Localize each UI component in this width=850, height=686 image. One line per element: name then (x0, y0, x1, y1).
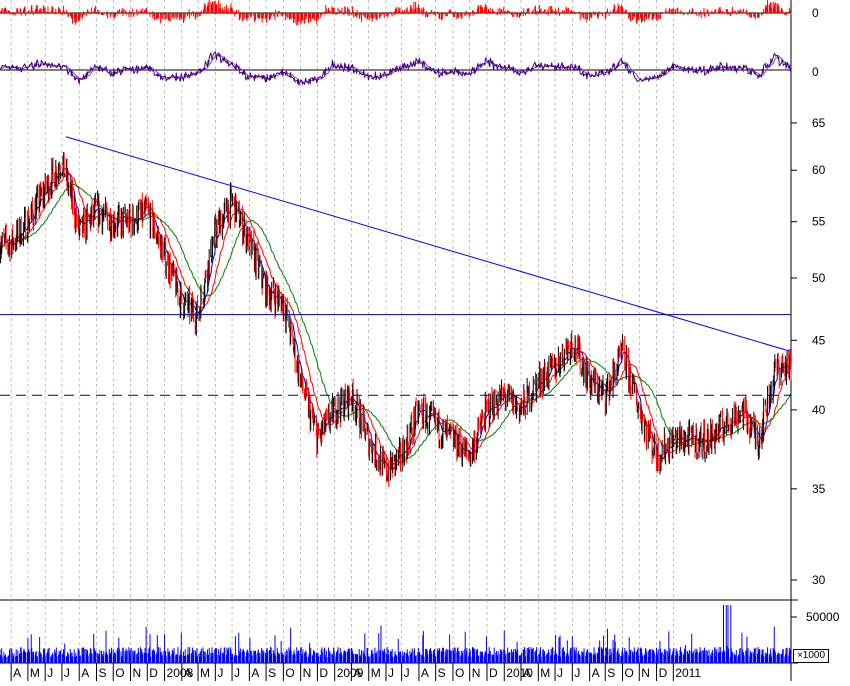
price-tick-label: 30 (812, 573, 826, 587)
month-label: M (30, 666, 40, 680)
month-label: J (47, 666, 53, 680)
month-label: O (285, 666, 294, 680)
month-label: D (489, 666, 498, 680)
month-label: S (438, 666, 446, 680)
month-label: 2011 (675, 666, 701, 680)
month-label: M (371, 666, 381, 680)
month-label: S (607, 666, 615, 680)
price-tick-label: 35 (812, 482, 826, 496)
month-label: N (133, 666, 142, 680)
month-label: O (455, 666, 464, 680)
month-label: A (523, 666, 531, 680)
month-label: A (251, 666, 259, 680)
month-label: D (659, 666, 668, 680)
month-label: D (149, 666, 158, 680)
month-label: M (200, 666, 210, 680)
month-label: N (641, 666, 650, 680)
month-label: J (574, 666, 580, 680)
month-label: 2010 (506, 666, 533, 680)
month-label: N (472, 666, 481, 680)
month-label: J (64, 666, 70, 680)
volume-tick-label: 50000 (806, 610, 840, 624)
month-label: J (388, 666, 394, 680)
resistance-trendline (65, 136, 789, 352)
month-label: N (303, 666, 312, 680)
oscillator2-line (0, 50, 792, 87)
volume-unit-label: ×1000 (793, 649, 829, 663)
month-label: J (217, 666, 223, 680)
month-label: 2008 (167, 666, 194, 680)
month-label: J (234, 666, 240, 680)
price-tick-label: 50 (812, 271, 826, 285)
month-label: J (557, 666, 563, 680)
month-label: S (268, 666, 276, 680)
month-label: O (115, 666, 124, 680)
month-label: M (540, 666, 550, 680)
price-tick-label: 55 (812, 215, 826, 229)
price-tick-label: 60 (812, 163, 826, 177)
oscillator1-zero-label: 0 (812, 6, 819, 20)
month-label: S (99, 666, 107, 680)
month-label: A (353, 666, 361, 680)
month-label: J (404, 666, 410, 680)
month-label: 2009 (337, 666, 364, 680)
month-label: A (592, 666, 600, 680)
month-label: A (81, 666, 89, 680)
oscillator2-zero-label: 0 (812, 65, 819, 79)
month-label: O (625, 666, 634, 680)
price-tick-label: 40 (812, 403, 826, 417)
price-tick-label: 45 (812, 333, 826, 347)
month-label: A (421, 666, 429, 680)
month-label: D (319, 666, 328, 680)
month-label: A (13, 666, 21, 680)
price-tick-label: 65 (812, 116, 826, 130)
month-label: A (184, 666, 192, 680)
